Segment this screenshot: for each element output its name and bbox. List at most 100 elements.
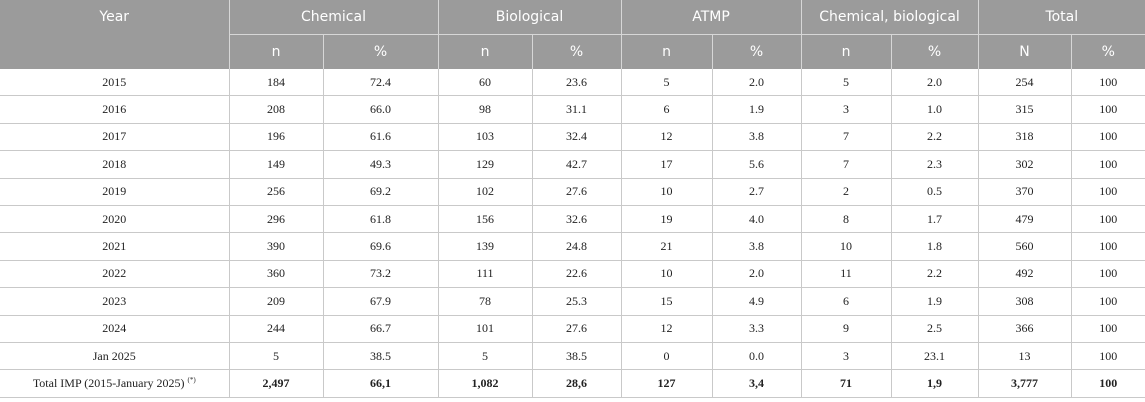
table-cell: 5 [229, 342, 324, 371]
table-row: 2017 196 61.6 103 32.4 12 3.8 7 2.2 318 100 [0, 123, 1145, 152]
table-cell: 244 [229, 315, 324, 343]
table-cell: 24.8 [532, 232, 622, 261]
table-row: 2016 208 66.0 98 31.1 6 1.9 3 1.0 315 100 [0, 95, 1145, 124]
subheader-cell: % [1071, 34, 1145, 69]
year-cell: 2016 [0, 95, 230, 124]
table-cell: 4.9 [712, 287, 802, 316]
table-cell: 360 [229, 260, 324, 289]
total-cell: 3,4 [712, 369, 802, 398]
table-cell: 2.2 [891, 260, 979, 289]
year-cell: 2020 [0, 205, 230, 234]
table-cell: 23.1 [891, 342, 979, 371]
table-body: 2015 184 72.4 60 23.6 5 2.0 5 2.0 254 100 2016 208 66… [0, 69, 1145, 398]
table-cell: 2.2 [891, 123, 979, 152]
total-cell: 1,082 [438, 369, 533, 398]
table-cell: 100 [1071, 178, 1145, 206]
table-cell: 5 [438, 342, 533, 371]
table-cell: 66.7 [323, 315, 439, 343]
year-cell: 2021 [0, 232, 230, 261]
table-cell: 156 [438, 205, 533, 234]
year-cell: 2018 [0, 150, 230, 179]
table-cell: 2.0 [712, 260, 802, 289]
year-cell: 2023 [0, 287, 230, 316]
table-cell: 479 [978, 205, 1072, 234]
table-cell: 3.3 [712, 315, 802, 343]
year-cell: 2024 [0, 315, 230, 343]
table-cell: 17 [621, 150, 713, 179]
table-cell: 3.8 [712, 232, 802, 261]
table-row: 2018 149 49.3 129 42.7 17 5.6 7 2.3 302 100 [0, 150, 1145, 179]
table-cell: 1.0 [891, 95, 979, 124]
table-cell: 3.8 [712, 123, 802, 152]
table-cell: 27.6 [532, 178, 622, 206]
table-cell: 7 [801, 150, 892, 179]
table-cell: 1.9 [891, 287, 979, 316]
table-cell: 6 [801, 287, 892, 316]
table-cell: 49.3 [323, 150, 439, 179]
year-cell: 2017 [0, 123, 230, 152]
table-cell: 560 [978, 232, 1072, 261]
total-cell: 28,6 [532, 369, 622, 398]
table-cell: 1.8 [891, 232, 979, 261]
table-cell: 296 [229, 205, 324, 234]
table-cell: 2.0 [712, 69, 802, 97]
table-cell: 100 [1071, 315, 1145, 343]
table-cell: 5 [621, 69, 713, 97]
table-cell: 78 [438, 287, 533, 316]
table-cell: 256 [229, 178, 324, 206]
table-cell: 1.7 [891, 205, 979, 234]
table-cell: 12 [621, 123, 713, 152]
table-cell: 27.6 [532, 315, 622, 343]
table-cell: 69.2 [323, 178, 439, 206]
table-cell: 23.6 [532, 69, 622, 97]
table-cell: 42.7 [532, 150, 622, 179]
table-row: 2024 244 66.7 101 27.6 12 3.3 9 2.5 366 100 [0, 315, 1145, 343]
subheader-cell: N [978, 34, 1072, 69]
total-cell: 127 [621, 369, 713, 398]
table-cell: 22.6 [532, 260, 622, 289]
table-row: 2015 184 72.4 60 23.6 5 2.0 5 2.0 254 100 [0, 69, 1145, 97]
total-cell: 2,497 [229, 369, 324, 398]
year-header: Year [0, 0, 230, 69]
subheader-cell: % [712, 34, 802, 69]
table-cell: 38.5 [323, 342, 439, 371]
table-cell: 69.6 [323, 232, 439, 261]
total-header: Total [978, 0, 1145, 35]
table-cell: 100 [1071, 260, 1145, 289]
table-cell: 6 [621, 95, 713, 124]
total-label: Total IMP (2015-January 2025) [32, 375, 185, 390]
table-cell: 370 [978, 178, 1072, 206]
table-cell: 98 [438, 95, 533, 124]
table-row: 2021 390 69.6 139 24.8 21 3.8 10 1.8 560 100 [0, 232, 1145, 261]
table-cell: 2 [801, 178, 892, 206]
table-cell: 2.7 [712, 178, 802, 206]
table-cell: 73.2 [323, 260, 439, 289]
subheader-cell: % [891, 34, 979, 69]
table-row: 2023 209 67.9 78 25.3 15 4.9 6 1.9 308 100 [0, 287, 1145, 316]
total-cell: 100 [1071, 369, 1145, 398]
table-cell: 111 [438, 260, 533, 289]
table-cell: 4.0 [712, 205, 802, 234]
table-row: 2022 360 73.2 111 22.6 10 2.0 11 2.2 492 100 [0, 260, 1145, 289]
table-cell: 149 [229, 150, 324, 179]
subheader-cell: n [801, 34, 892, 69]
table-cell: 10 [801, 232, 892, 261]
biological-header: Biological [438, 0, 622, 35]
table-cell: 308 [978, 287, 1072, 316]
table-cell: 60 [438, 69, 533, 97]
table-cell: 100 [1071, 232, 1145, 261]
table-cell: 32.4 [532, 123, 622, 152]
table-cell: 7 [801, 123, 892, 152]
total-row: Total IMP (2015-January 2025) (*) 2,497 … [0, 369, 1145, 398]
table-cell: 12 [621, 315, 713, 343]
table-cell: 100 [1071, 95, 1145, 124]
table-cell: 2.0 [891, 69, 979, 97]
table-cell: 38.5 [532, 342, 622, 371]
subheader-cell: % [323, 34, 439, 69]
table-cell: 3 [801, 342, 892, 371]
table-row: 2019 256 69.2 102 27.6 10 2.7 2 0.5 370 100 [0, 178, 1145, 206]
table-cell: 9 [801, 315, 892, 343]
year-cell: Jan 2025 [0, 342, 230, 371]
subheader-row: n % n % n % n % N % [0, 34, 1145, 69]
